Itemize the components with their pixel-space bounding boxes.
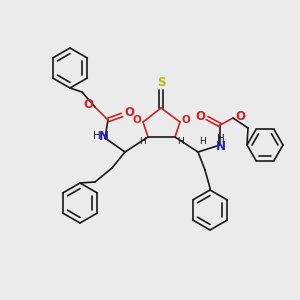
- Text: H: H: [200, 137, 206, 146]
- Text: H: H: [217, 134, 225, 144]
- Text: O: O: [124, 106, 134, 119]
- Text: O: O: [235, 110, 245, 122]
- Text: O: O: [195, 110, 205, 122]
- Text: N: N: [216, 140, 226, 152]
- Text: S: S: [157, 76, 165, 89]
- Text: H: H: [93, 131, 101, 141]
- Text: O: O: [133, 115, 141, 125]
- Text: N: N: [99, 130, 109, 142]
- Text: H: H: [140, 136, 146, 146]
- Text: O: O: [182, 115, 190, 125]
- Text: O: O: [83, 98, 93, 112]
- Text: H: H: [177, 136, 183, 146]
